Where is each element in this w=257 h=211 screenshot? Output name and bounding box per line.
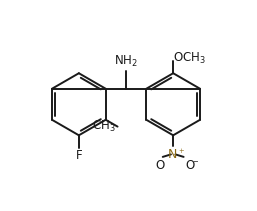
Text: $^+$: $^+$	[177, 148, 186, 158]
Text: O: O	[156, 159, 165, 172]
Text: NH$_2$: NH$_2$	[114, 54, 138, 69]
Text: OCH$_3$: OCH$_3$	[173, 51, 206, 66]
Text: N: N	[168, 148, 177, 161]
Text: F: F	[76, 149, 82, 162]
Text: CH$_3$: CH$_3$	[92, 119, 116, 134]
Text: O: O	[186, 159, 195, 172]
Text: $^-$: $^-$	[190, 159, 199, 169]
